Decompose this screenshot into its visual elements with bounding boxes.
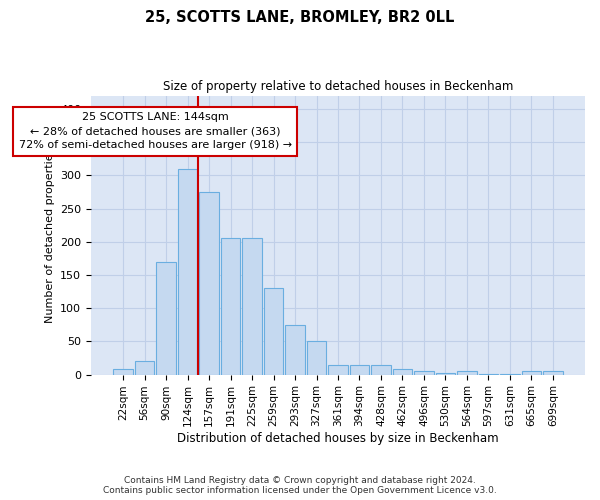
Y-axis label: Number of detached properties: Number of detached properties	[44, 148, 55, 323]
Text: Contains HM Land Registry data © Crown copyright and database right 2024.
Contai: Contains HM Land Registry data © Crown c…	[103, 476, 497, 495]
Bar	[286, 325, 305, 374]
X-axis label: Distribution of detached houses by size in Beckenham: Distribution of detached houses by size …	[177, 432, 499, 445]
Text: 25 SCOTTS LANE: 144sqm
← 28% of detached houses are smaller (363)
72% of semi-de: 25 SCOTTS LANE: 144sqm ← 28% of detached…	[19, 112, 292, 150]
Bar	[393, 370, 412, 374]
Bar	[264, 288, 283, 374]
Bar	[221, 238, 240, 374]
Bar	[457, 372, 476, 374]
Bar	[307, 342, 326, 374]
Bar	[414, 372, 434, 374]
Bar	[113, 370, 133, 374]
Bar	[135, 362, 154, 374]
Bar	[371, 364, 391, 374]
Bar	[157, 262, 176, 374]
Bar	[242, 238, 262, 374]
Bar	[178, 168, 197, 374]
Bar	[522, 372, 541, 374]
Bar	[543, 372, 563, 374]
Title: Size of property relative to detached houses in Beckenham: Size of property relative to detached ho…	[163, 80, 513, 93]
Bar	[328, 364, 347, 374]
Bar	[199, 192, 219, 374]
Bar	[350, 364, 369, 374]
Text: 25, SCOTTS LANE, BROMLEY, BR2 0LL: 25, SCOTTS LANE, BROMLEY, BR2 0LL	[145, 10, 455, 25]
